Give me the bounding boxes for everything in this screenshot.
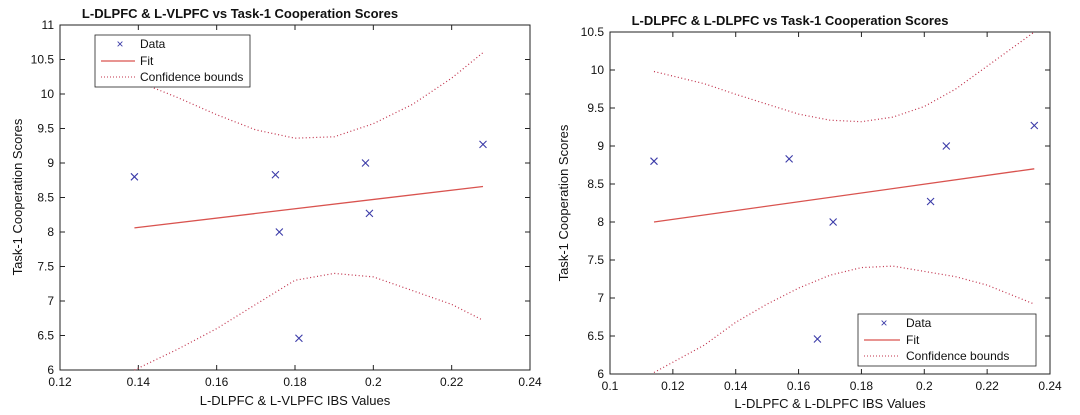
chart-1-legend-data-icon: × xyxy=(116,37,123,51)
chart-2: L-DLPFC & L-DLPFC vs Task-1 Cooperation … xyxy=(556,13,1062,411)
chart-2-plot-area xyxy=(609,31,1051,375)
chart-1-y-tick-label: 10.5 xyxy=(31,53,55,67)
chart-2-legend: × Data Fit Confidence bounds xyxy=(857,313,1037,367)
chart-1-data-point xyxy=(271,170,280,179)
chart-1-title: L-DLPFC & L-VLPFC vs Task-1 Cooperation … xyxy=(82,6,398,21)
chart-2-data-point xyxy=(1030,121,1039,130)
chart-1-y-ticks: 6 6.5 7 7.5 8 8.5 9 9.5 10 10.5 11 xyxy=(31,18,530,377)
chart-1-x-tick-label: 0.18 xyxy=(283,375,307,389)
chart-2-fit-segment xyxy=(653,168,1035,223)
chart-1-x-ticks: 0.12 0.14 0.16 0.18 0.2 0.22 0.24 xyxy=(48,25,542,389)
chart-1-y-tick-label: 10 xyxy=(41,87,55,101)
chart-2-x-tick-label: 0.22 xyxy=(975,379,999,393)
chart-2-y-tick-label: 9.5 xyxy=(587,101,604,115)
chart-1-data-point xyxy=(275,228,284,236)
chart-1-y-tick-label: 9 xyxy=(47,156,54,170)
chart-1-y-axis-label: Task-1 Cooperation Scores xyxy=(10,118,25,275)
chart-1-data-points xyxy=(130,140,487,343)
chart-1-y-tick-label: 11 xyxy=(42,18,55,32)
chart-1-x-tick-label: 0.16 xyxy=(205,375,229,389)
chart-1-data-point xyxy=(295,334,303,343)
chart-2-x-axis-label: L-DLPFC & L-DLPFC IBS Values xyxy=(734,396,926,411)
chart-1-confidence-lower xyxy=(134,272,484,371)
chart-1-confidence-upper xyxy=(134,52,484,139)
chart-1-data-point xyxy=(365,209,374,218)
chart-2-legend-fit-label: Fit xyxy=(906,333,920,347)
chart-1-legend-data-label: Data xyxy=(140,37,166,51)
chart-2-y-tick-label: 6 xyxy=(597,367,604,381)
chart-2-data-point xyxy=(926,197,935,206)
chart-1-fit-segment xyxy=(134,185,484,229)
chart-2-x-tick-label: 0.18 xyxy=(850,379,874,393)
chart-1-legend: × Data Fit Confidence bounds xyxy=(94,34,251,88)
chart-2-data-point xyxy=(829,218,838,226)
chart-2-y-tick-label: 8 xyxy=(597,215,604,229)
chart-2-x-tick-label: 0.12 xyxy=(661,379,685,393)
chart-2-confidence-lower xyxy=(653,265,1035,374)
chart-1-data-point xyxy=(130,172,139,181)
chart-2-y-tick-label: 8.5 xyxy=(587,177,604,191)
chart-1-x-tick-label: 0.2 xyxy=(365,375,382,389)
chart-1-y-tick-label: 6.5 xyxy=(37,329,54,343)
chart-2-y-tick-label: 7.5 xyxy=(587,253,604,267)
chart-1-y-tick-label: 7.5 xyxy=(37,260,54,274)
chart-2-confidence-bounds xyxy=(653,31,1035,374)
chart-2-title: L-DLPFC & L-DLPFC vs Task-1 Cooperation … xyxy=(632,13,949,28)
chart-2-x-tick-label: 0.24 xyxy=(1038,379,1062,393)
chart-1-confidence-bounds xyxy=(134,52,484,371)
chart-2-legend-bounds-label: Confidence bounds xyxy=(906,349,1009,363)
chart-1-x-tick-label: 0.14 xyxy=(127,375,151,389)
chart-1-y-tick-label: 9.5 xyxy=(37,122,54,136)
chart-1-legend-fit-label: Fit xyxy=(140,54,154,68)
chart-2-y-tick-label: 9 xyxy=(597,139,604,153)
chart-1-y-tick-label: 8 xyxy=(47,225,54,239)
chart-2-y-axis-label: Task-1 Cooperation Scores xyxy=(556,124,571,281)
chart-2-y-tick-label: 10.5 xyxy=(581,25,605,39)
chart-2-data-point xyxy=(942,142,951,150)
chart-1-y-tick-label: 7 xyxy=(47,294,54,308)
chart-2-data-point xyxy=(813,335,822,343)
chart-2-x-tick-label: 0.2 xyxy=(916,379,933,393)
chart-1-data-point xyxy=(361,159,370,167)
chart-1-x-tick-label: 0.12 xyxy=(48,375,72,389)
chart-2-x-tick-label: 0.16 xyxy=(787,379,811,393)
chart-2-data-point xyxy=(650,157,658,166)
chart-1-legend-bounds-label: Confidence bounds xyxy=(140,70,243,84)
chart-2-y-tick-label: 6.5 xyxy=(587,329,604,343)
chart-1-data-point xyxy=(479,140,487,149)
chart-2-x-ticks: 0.1 0.12 0.14 0.16 0.18 0.2 0.22 0.24 xyxy=(602,32,1062,393)
chart-1: L-DLPFC & L-VLPFC vs Task-1 Cooperation … xyxy=(10,6,542,408)
chart-2-data-point xyxy=(785,155,794,163)
chart-2-x-tick-label: 0.1 xyxy=(602,379,619,393)
chart-2-legend-data-label: Data xyxy=(906,316,932,330)
chart-2-y-ticks: 6 6.5 7 7.5 8 8.5 9 9.5 10 10.5 xyxy=(581,25,1050,381)
chart-1-x-axis-label: L-DLPFC & L-VLPFC IBS Values xyxy=(200,393,391,408)
chart-1-x-tick-label: 0.24 xyxy=(518,375,542,389)
chart-1-y-tick-label: 6 xyxy=(47,363,54,377)
chart-1-x-tick-label: 0.22 xyxy=(440,375,464,389)
chart-2-data-points xyxy=(650,121,1039,343)
chart-2-legend-data-icon: × xyxy=(880,316,887,330)
chart-2-x-tick-label: 0.14 xyxy=(724,379,748,393)
chart-1-y-tick-label: 8.5 xyxy=(37,191,54,205)
chart-2-fit-line xyxy=(653,168,1035,223)
chart-2-y-tick-label: 10 xyxy=(591,63,605,77)
chart-1-fit-line xyxy=(134,185,484,229)
chart-2-y-tick-label: 7 xyxy=(597,291,604,305)
